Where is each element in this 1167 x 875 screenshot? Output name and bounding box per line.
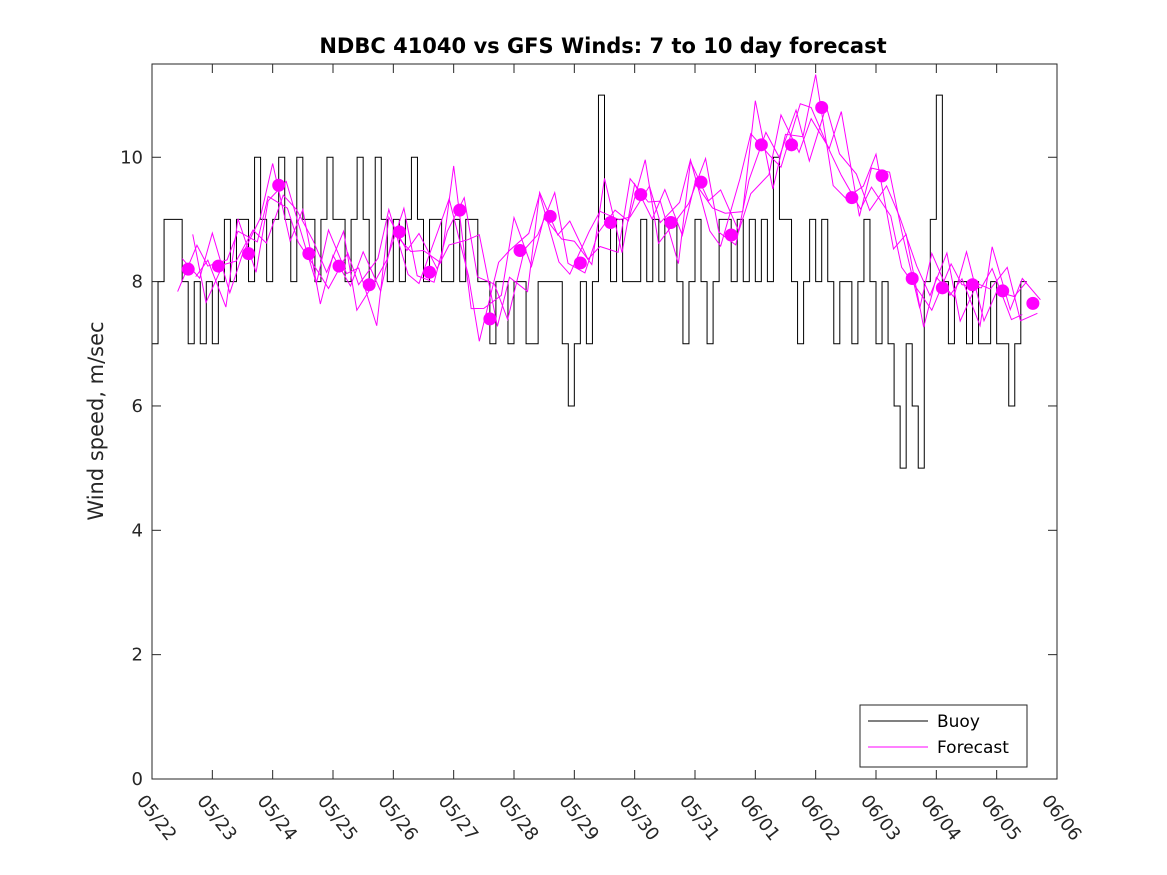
- y-tick-label: 10: [120, 147, 143, 168]
- chart-title: NDBC 41040 vs GFS Winds: 7 to 10 day for…: [319, 34, 886, 58]
- forecast-marker: [543, 209, 557, 223]
- x-tick-label: 05/25: [313, 791, 361, 845]
- x-tick-label: 05/22: [132, 791, 180, 845]
- forecast-marker: [513, 244, 527, 258]
- x-tick-label: 06/05: [977, 791, 1025, 845]
- y-tick-label: 4: [132, 520, 143, 541]
- forecast-marker: [996, 284, 1010, 298]
- forecast-marker: [785, 138, 799, 152]
- legend: Buoy Forecast: [859, 704, 1028, 768]
- forecast-series: [177, 74, 1041, 342]
- forecast-marker: [573, 256, 587, 270]
- forecast-marker: [815, 101, 829, 115]
- y-tick-label: 6: [132, 396, 143, 417]
- forecast-marker: [724, 228, 738, 242]
- forecast-marker: [1026, 296, 1040, 310]
- forecast-marker: [634, 188, 648, 202]
- x-tick-label: 06/02: [796, 791, 844, 845]
- forecast-marker: [423, 265, 437, 279]
- y-tick-label: 2: [132, 645, 143, 666]
- x-tick-label: 05/24: [253, 791, 301, 845]
- forecast-marker: [483, 312, 497, 326]
- forecast-marker: [604, 216, 618, 230]
- x-tick-label: 05/28: [494, 791, 542, 845]
- y-axis: 0 2 4 6 8 10: [120, 147, 1057, 790]
- buoy-series: [152, 94, 1027, 469]
- forecast-marker: [935, 281, 949, 295]
- forecast-marker: [875, 169, 889, 183]
- y-axis-label: Wind speed, m/sec: [84, 321, 108, 520]
- forecast-marker: [392, 225, 406, 239]
- x-tick-label: 06/06: [1037, 791, 1085, 845]
- legend-forecast-label: Forecast: [937, 738, 1009, 758]
- x-tick-label: 06/03: [856, 791, 904, 845]
- forecast-marker: [966, 278, 980, 292]
- forecast-marker: [211, 259, 225, 273]
- forecast-marker: [453, 203, 467, 217]
- x-tick-label: 05/27: [434, 791, 482, 845]
- legend-box: [859, 704, 1028, 768]
- forecast-marker: [845, 191, 859, 205]
- x-tick-label: 06/01: [735, 791, 783, 845]
- plot-area-frame: [151, 63, 1058, 780]
- buoy-line: [152, 94, 1027, 469]
- x-tick-label: 06/04: [916, 791, 964, 845]
- x-tick-label: 05/26: [373, 791, 421, 845]
- forecast-marker: [694, 175, 708, 189]
- forecast-marker: [905, 272, 919, 285]
- forecast-marker: [332, 259, 346, 273]
- forecast-line: [177, 103, 1023, 342]
- x-tick-label: 05/23: [192, 791, 240, 845]
- forecast-marker: [754, 138, 768, 152]
- x-tick-label: 05/29: [554, 791, 602, 845]
- forecast-line: [192, 104, 1038, 323]
- x-tick-label: 05/30: [615, 791, 663, 845]
- x-tick-label: 05/31: [675, 791, 723, 845]
- forecast-marker: [181, 262, 195, 276]
- y-tick-label: 0: [132, 769, 143, 790]
- forecast-marker: [272, 178, 286, 192]
- forecast-marker: [362, 278, 376, 292]
- forecast-marker: [664, 216, 678, 230]
- forecast-marker: [302, 247, 316, 261]
- forecast-marker: [242, 247, 256, 261]
- y-tick-label: 8: [132, 272, 143, 293]
- legend-buoy-label: Buoy: [937, 712, 980, 732]
- forecast-line: [181, 74, 1028, 328]
